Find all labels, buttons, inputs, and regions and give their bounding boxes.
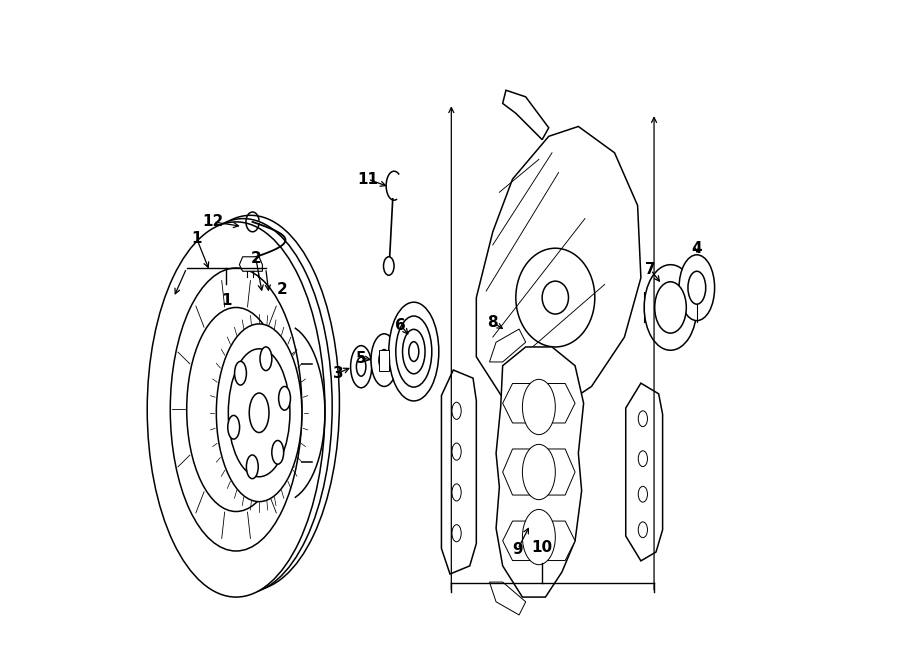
Ellipse shape xyxy=(272,440,284,464)
Text: 3: 3 xyxy=(333,366,344,381)
Polygon shape xyxy=(441,370,476,574)
Text: 12: 12 xyxy=(202,214,224,229)
Polygon shape xyxy=(503,521,575,561)
Polygon shape xyxy=(503,91,549,139)
Bar xyxy=(379,350,390,371)
Polygon shape xyxy=(490,582,526,615)
Ellipse shape xyxy=(516,249,595,347)
Text: 8: 8 xyxy=(488,315,498,330)
Ellipse shape xyxy=(379,350,390,371)
Ellipse shape xyxy=(452,525,461,542)
Ellipse shape xyxy=(638,486,647,502)
Ellipse shape xyxy=(409,342,419,362)
Text: 2: 2 xyxy=(277,282,287,297)
Ellipse shape xyxy=(402,329,425,373)
Text: 1: 1 xyxy=(192,231,202,246)
Polygon shape xyxy=(476,126,641,412)
Ellipse shape xyxy=(638,410,647,426)
Ellipse shape xyxy=(644,264,697,350)
Polygon shape xyxy=(239,256,263,271)
Text: 4: 4 xyxy=(691,241,702,256)
Ellipse shape xyxy=(389,302,439,401)
Ellipse shape xyxy=(249,393,269,432)
Ellipse shape xyxy=(351,346,372,388)
Ellipse shape xyxy=(247,455,258,479)
Polygon shape xyxy=(503,383,575,423)
Text: 2: 2 xyxy=(250,251,261,266)
Ellipse shape xyxy=(155,219,332,594)
Ellipse shape xyxy=(235,362,247,385)
Polygon shape xyxy=(490,329,526,362)
Ellipse shape xyxy=(522,444,555,500)
Ellipse shape xyxy=(279,387,291,410)
Ellipse shape xyxy=(452,403,461,419)
Ellipse shape xyxy=(688,271,706,304)
Ellipse shape xyxy=(383,256,394,275)
Ellipse shape xyxy=(356,357,366,376)
Text: 9: 9 xyxy=(512,541,523,557)
Polygon shape xyxy=(496,347,583,597)
Ellipse shape xyxy=(542,281,569,314)
Ellipse shape xyxy=(371,334,397,387)
Ellipse shape xyxy=(452,443,461,460)
Ellipse shape xyxy=(654,282,687,333)
Ellipse shape xyxy=(162,215,339,590)
Ellipse shape xyxy=(170,268,302,551)
Ellipse shape xyxy=(522,510,555,564)
Polygon shape xyxy=(503,449,575,495)
Polygon shape xyxy=(626,383,662,561)
Text: 7: 7 xyxy=(645,262,656,278)
Text: 1: 1 xyxy=(221,293,231,308)
Ellipse shape xyxy=(148,222,325,597)
Ellipse shape xyxy=(186,307,285,512)
Ellipse shape xyxy=(638,451,647,467)
Ellipse shape xyxy=(229,349,290,477)
Ellipse shape xyxy=(260,347,272,371)
Ellipse shape xyxy=(216,324,302,502)
Text: 6: 6 xyxy=(395,318,406,332)
Ellipse shape xyxy=(452,484,461,501)
Text: 10: 10 xyxy=(532,540,553,555)
Ellipse shape xyxy=(680,254,715,321)
Ellipse shape xyxy=(522,379,555,435)
Ellipse shape xyxy=(396,316,432,387)
Text: 5: 5 xyxy=(356,350,366,366)
Ellipse shape xyxy=(228,415,239,439)
Ellipse shape xyxy=(638,522,647,537)
Text: 11: 11 xyxy=(357,172,378,186)
